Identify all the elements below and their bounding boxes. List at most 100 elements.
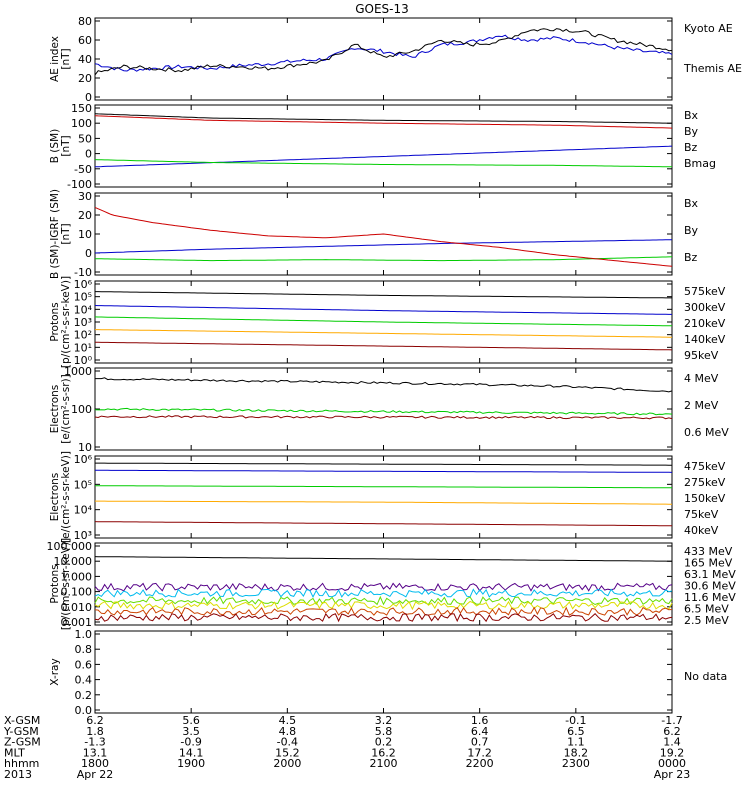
y-tick-label: 10² xyxy=(74,329,92,342)
y-tick-label: 10¹ xyxy=(74,341,92,354)
panel-xray: 1.0 0.8 0.6 0.4 0.2 0.0 X-ray No data xyxy=(49,628,727,717)
footer-cell: 13.1 xyxy=(83,746,108,759)
footer-cell: 2100 xyxy=(370,757,398,770)
y-tick-label: 0 xyxy=(85,247,92,260)
y-tick-label: 0 xyxy=(85,148,92,161)
y-tick-label: 100 xyxy=(71,117,92,130)
legend-entry: 2 MeV xyxy=(684,399,719,412)
legend-entry: 275keV xyxy=(684,476,726,489)
y-axis-label: [p/(cm²-s-sr-keV)] xyxy=(60,276,72,368)
series-line-140kev xyxy=(94,305,672,315)
y-axis-label: B (SM) xyxy=(49,129,61,163)
footer-row-label: Z-GSM xyxy=(4,736,41,749)
y-tick-label: 20 xyxy=(78,72,92,85)
y-axis-label: AE index xyxy=(49,36,61,82)
footer-cell: 1900 xyxy=(177,757,205,770)
series-line-bmag xyxy=(94,113,672,124)
footer-cell: 6.2 xyxy=(663,725,681,738)
legend-entry: 11.6 MeV xyxy=(684,591,736,604)
series-line-40kev xyxy=(95,462,672,466)
footer-cell: -1.7 xyxy=(661,714,682,727)
y-tick-label: 40 xyxy=(78,53,92,66)
legend-entry: By xyxy=(684,125,699,138)
legend-entry: 433 MeV xyxy=(684,545,733,558)
ephemeris-footer: X-GSMY-GSMZ-GSMMLThhmm20136.21.8-1.313.1… xyxy=(3,714,690,781)
series-line-2-mev xyxy=(94,407,673,416)
series-line-bz xyxy=(94,206,673,267)
series-line-bx xyxy=(94,145,673,168)
series-line-bz xyxy=(94,115,673,129)
y-tick-label: 10⁵ xyxy=(74,291,92,304)
footer-cell: 4.8 xyxy=(279,725,297,738)
legend-entry: Bx xyxy=(684,109,699,122)
footer-cell: 2300 xyxy=(562,757,590,770)
y-tick-label: 10³ xyxy=(74,316,92,329)
legend-entry: Bz xyxy=(684,141,698,154)
panel-frame xyxy=(94,630,673,714)
legend-entry: 2.5 MeV xyxy=(684,614,729,627)
y-axis-label: Protons xyxy=(49,564,61,603)
series-line-165-mev xyxy=(94,606,673,616)
series-line-by xyxy=(94,159,672,168)
y-axis-label: X-ray xyxy=(49,658,61,685)
footer-cell: 16.2 xyxy=(371,746,396,759)
legend-entry: 75keV xyxy=(684,508,719,521)
y-tick-label: 50 xyxy=(78,132,92,145)
y-tick-label: 10⁶ xyxy=(74,453,93,466)
footer-cell: 6.5 xyxy=(567,725,585,738)
y-axis-label: Electrons xyxy=(49,473,61,522)
y-tick-label: -100 xyxy=(67,178,92,191)
legend-entry: 0.6 MeV xyxy=(684,426,729,439)
legend-entry: 575keV xyxy=(684,285,726,298)
y-axis-label: [nT] xyxy=(60,223,72,244)
panel-bigrf: 30 20 10 0 -10 B (SM)-IGRF (SM) [nT] Bx By Bz xyxy=(49,189,699,279)
legend-entry: 4 MeV xyxy=(684,372,719,385)
y-tick-label: 1.0 xyxy=(75,628,93,641)
y-axis-label: [nT] xyxy=(60,48,72,69)
footer-cell: 1800 xyxy=(81,757,109,770)
footer-cell: -0.1 xyxy=(565,714,586,727)
y-tick-label: 20 xyxy=(78,209,92,222)
y-tick-label: 10⁴ xyxy=(74,504,93,517)
footer-cell: 0.2 xyxy=(375,736,393,749)
footer-cell: 6.4 xyxy=(471,725,489,738)
series-line-75kev xyxy=(95,469,673,473)
legend-entry: Bz xyxy=(684,251,698,264)
footer-cell: 1.1 xyxy=(567,736,585,749)
y-tick-label: 0.0 xyxy=(75,704,93,717)
legend-entry: No data xyxy=(684,670,727,683)
series-line-11-6-mev xyxy=(94,588,673,599)
y-tick-label: 30 xyxy=(78,190,92,203)
y-tick-label: -10 xyxy=(74,266,92,279)
footer-cell: Apr 22 xyxy=(77,768,114,781)
footer-cell: 1.6 xyxy=(471,714,489,727)
series-line-by xyxy=(94,256,673,262)
footer-cell: 19.2 xyxy=(660,746,685,759)
footer-row-label: Y-GSM xyxy=(3,725,39,738)
legend-entry: 6.5 MeV xyxy=(684,603,729,616)
y-tick-label: 10⁴ xyxy=(74,303,93,316)
y-tick-label: 0.100 xyxy=(61,586,93,599)
y-axis-label: Electrons xyxy=(49,385,61,434)
series-line-themis-ae xyxy=(94,28,673,76)
series-line-kyoto-ae xyxy=(94,34,673,72)
footer-cell: 2000 xyxy=(273,757,301,770)
footer-cell: 1.8 xyxy=(86,725,104,738)
panel-electrons_mev: 1000 100 10 Electrons [e/(cm²-s-sr)] 4 MeV 2 M… xyxy=(49,365,729,454)
chart-title: GOES-13 xyxy=(355,2,409,16)
series-line-275kev xyxy=(95,500,672,505)
footer-cell: Apr 23 xyxy=(654,768,691,781)
legend-entry: Bmag xyxy=(684,157,716,170)
legend-entry: 210keV xyxy=(684,317,726,330)
footer-cell: 14.1 xyxy=(179,746,204,759)
series-line-4-mev xyxy=(94,415,673,420)
footer-cell: 18.2 xyxy=(564,746,589,759)
series-line-300kev xyxy=(95,329,672,338)
panel-protons_mev: 100.000 10.000 1.000 0.100 0.010 0.001 Protons… xyxy=(47,538,737,630)
series-line-bx xyxy=(94,239,673,254)
footer-cell: 0000 xyxy=(658,757,686,770)
y-tick-label: 10³ xyxy=(74,529,92,542)
